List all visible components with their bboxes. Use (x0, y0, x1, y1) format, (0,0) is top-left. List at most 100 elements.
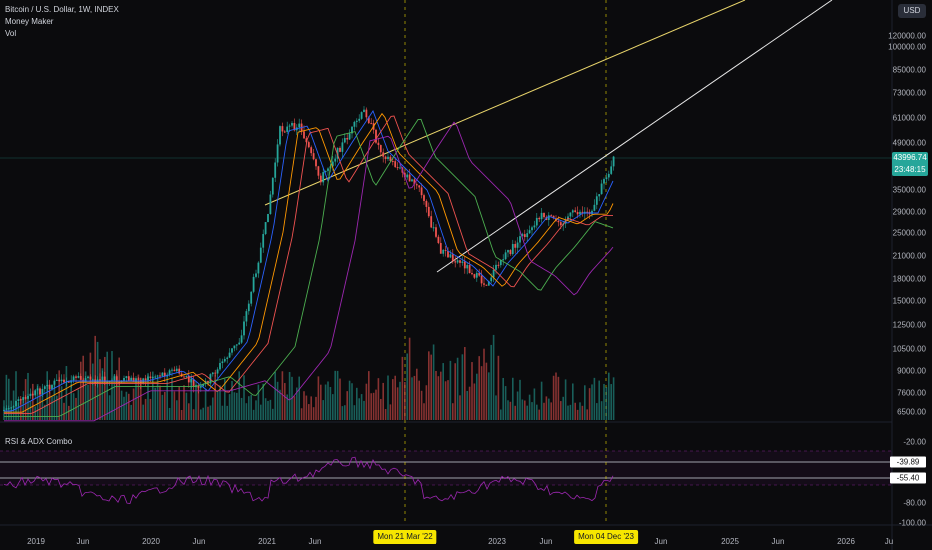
candle (243, 321, 245, 336)
candle (389, 156, 392, 161)
candle (178, 368, 181, 374)
candle (463, 261, 466, 269)
candle (420, 187, 423, 196)
candle (231, 348, 233, 353)
volume-bar (315, 396, 317, 420)
candle (591, 210, 593, 215)
rsi-level-badge: -55.40 (890, 472, 926, 484)
volume-bar (51, 395, 53, 420)
indicator-money-maker[interactable]: Money Maker (5, 17, 54, 26)
candle (423, 195, 425, 201)
volume-bar (548, 398, 550, 420)
candle (55, 379, 58, 381)
candle (120, 380, 123, 383)
candle (341, 142, 344, 152)
candle (303, 131, 305, 139)
volume-bar (298, 376, 300, 420)
candle (267, 213, 269, 223)
volume-bar (610, 384, 612, 420)
time-tick: Jun (771, 537, 785, 546)
candle (63, 379, 65, 383)
candle (233, 345, 236, 349)
volume-bar (296, 387, 298, 420)
volume-bar (538, 409, 540, 420)
volume-bar (533, 388, 536, 420)
volume-bar (106, 351, 108, 420)
candle (173, 369, 176, 372)
volume-bar (144, 398, 147, 420)
volume-bar (485, 362, 488, 420)
volume-bar (142, 404, 144, 420)
volume-bar (516, 391, 519, 420)
volume-bar (466, 390, 468, 420)
candle (235, 344, 238, 346)
candle (156, 375, 159, 377)
volume-bar (303, 391, 305, 420)
volume-bar (603, 383, 605, 420)
candle (535, 217, 538, 226)
time-tick: Jun (192, 537, 206, 546)
candle (519, 236, 521, 243)
candle (454, 261, 457, 263)
volume-bar (562, 396, 564, 420)
candle (22, 397, 25, 401)
candle (334, 158, 337, 162)
volume-bar (308, 404, 310, 420)
candle (269, 194, 272, 214)
volume-bar (327, 381, 329, 420)
candle (557, 220, 560, 223)
candle (365, 109, 368, 118)
volume-bar (207, 406, 209, 420)
candle (183, 376, 185, 378)
volume-bar (447, 380, 449, 420)
volume-bar (437, 376, 440, 420)
candle (504, 252, 507, 260)
candle (603, 179, 605, 184)
price-tick: 73000.00 (892, 88, 926, 98)
candle (336, 147, 339, 159)
candle (459, 260, 461, 263)
volume-bar (279, 389, 281, 420)
candle (163, 372, 166, 377)
volume-bar (44, 404, 46, 420)
candle (351, 126, 353, 134)
symbol-title[interactable]: Bitcoin / U.S. Dollar, 1W, INDEX (5, 5, 119, 14)
volume-bar (269, 399, 272, 420)
volume-bar (224, 378, 226, 420)
volume-bar (274, 372, 276, 420)
volume-bar (300, 408, 303, 420)
candle (375, 129, 377, 143)
volume-bar (3, 400, 5, 420)
candle (286, 126, 289, 132)
currency-button[interactable]: USD (898, 4, 926, 18)
volume-bar (346, 391, 348, 420)
volume-bar (569, 404, 572, 420)
candle (310, 147, 313, 154)
rsi-pane-title[interactable]: RSI & ADX Combo (5, 437, 73, 446)
candle (586, 211, 589, 213)
candle (427, 206, 430, 217)
volume-bar (111, 351, 113, 420)
candle (77, 376, 80, 378)
indicator-volume[interactable]: Vol (5, 29, 17, 38)
candle (468, 265, 471, 274)
volume-bar (555, 372, 557, 420)
volume-bar (99, 359, 101, 420)
candle (507, 250, 509, 253)
candle (382, 152, 385, 157)
volume-bar (233, 392, 236, 420)
volume-bar (490, 344, 492, 420)
candle (492, 269, 495, 278)
volume-bar (118, 357, 120, 420)
volume-bar (147, 373, 149, 420)
volume-bar (101, 368, 104, 420)
volume-bar (416, 368, 418, 420)
volume-bar (572, 383, 574, 420)
candle (550, 215, 553, 217)
moving-average-line (4, 110, 614, 412)
candle (307, 142, 310, 148)
price-tick: 85000.00 (892, 65, 926, 75)
volume-bar (89, 352, 92, 420)
volume-bar (262, 383, 264, 420)
